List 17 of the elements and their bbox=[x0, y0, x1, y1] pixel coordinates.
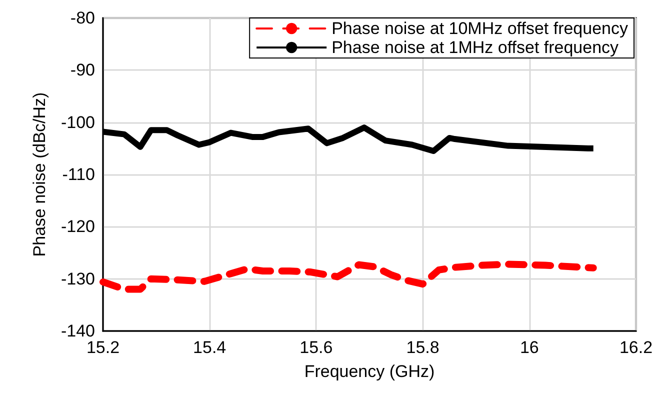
y-tick-label: -120 bbox=[60, 217, 95, 236]
x-tick-label: 16 bbox=[520, 338, 539, 357]
x-tick-label: 15.6 bbox=[300, 338, 333, 357]
x-tick-label: 15.2 bbox=[86, 338, 120, 357]
y-tick-label: -80 bbox=[70, 8, 95, 28]
y-axis-title: Phase noise (dBc/Hz) bbox=[30, 92, 49, 257]
legend-label: Phase noise at 1MHz offset frequency bbox=[332, 38, 620, 57]
y-tick-label: -130 bbox=[60, 269, 95, 288]
y-tick-label: -100 bbox=[60, 112, 95, 132]
x-tick-label: 15.4 bbox=[193, 338, 226, 357]
y-tick-label: -90 bbox=[70, 60, 95, 80]
y-tick-label: -110 bbox=[62, 165, 95, 184]
x-tick-label: 16.2 bbox=[619, 338, 653, 357]
x-tick-label: 15.8 bbox=[406, 338, 440, 357]
x-axis-title: Frequency (GHz) bbox=[304, 362, 435, 381]
y-tick-label: -140 bbox=[60, 322, 95, 340]
legend-label: Phase noise at 10MHz offset frequency bbox=[332, 19, 628, 38]
